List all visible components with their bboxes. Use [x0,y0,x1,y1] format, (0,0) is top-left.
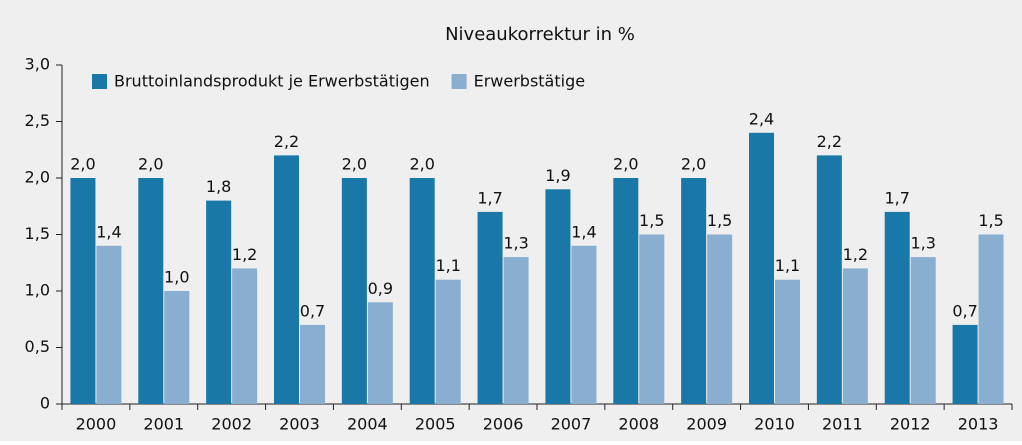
value-label: 2,0 [70,155,95,174]
bar [274,155,299,404]
x-tick-label: 2012 [890,415,931,434]
bar [681,178,707,404]
bar [884,211,910,404]
y-tick-label: 1,0 [25,281,50,300]
legend-label: Erwerbstätige [474,72,585,91]
x-tick-label: 2011 [822,415,863,434]
value-label: 1,5 [707,211,732,230]
bar [138,178,164,404]
x-tick-label: 2005 [415,415,456,434]
legend-label: Bruttoinlandsprodukt je Erwerbstätigen [114,72,430,91]
bar [613,178,639,404]
value-label: 2,2 [274,132,299,151]
bar [341,178,367,404]
bar [96,245,122,404]
bar [206,200,232,404]
bar [952,324,978,404]
x-tick-label: 2002 [211,415,252,434]
bar [639,234,665,404]
value-label: 1,1 [435,256,460,275]
bar [978,234,1004,404]
value-label: 2,0 [342,155,367,174]
bar [435,279,461,404]
bar [164,291,190,404]
legend-swatch [92,74,107,89]
bar [910,257,936,404]
value-label: 1,2 [843,245,868,264]
value-label: 2,0 [409,155,434,174]
bar [367,302,393,404]
value-label: 1,2 [232,245,257,264]
bar [545,189,571,404]
bar [775,279,800,404]
value-label: 1,7 [477,188,502,207]
legend-swatch [451,74,467,89]
value-label: 0,9 [368,279,393,298]
x-tick-label: 2006 [483,415,524,434]
value-label: 0,7 [300,301,325,320]
value-label: 1,5 [639,211,664,230]
chart-title: Niveaukorrektur in % [445,24,635,45]
value-label: 2,2 [817,132,842,151]
bar [571,245,597,404]
y-tick-label: 2,5 [25,111,50,130]
x-tick-label: 2009 [686,415,727,434]
value-label: 1,1 [775,256,800,275]
bar [503,257,529,404]
bar [816,155,842,404]
bar [70,178,96,404]
value-label: 1,4 [571,222,596,241]
value-label: 1,8 [206,177,231,196]
x-tick-label: 2004 [347,415,388,434]
x-tick-label: 2008 [618,415,659,434]
bar [477,211,503,404]
value-label: 2,0 [613,155,638,174]
value-label: 1,5 [978,211,1003,230]
value-label: 1,4 [96,222,121,241]
value-label: 2,0 [138,155,163,174]
x-tick-label: 2000 [76,415,117,434]
value-label: 1,7 [884,188,909,207]
y-tick-label: 0 [40,394,50,413]
x-tick-label: 2013 [958,415,999,434]
value-label: 2,0 [681,155,706,174]
value-label: 0,7 [952,301,977,320]
bar [749,132,774,405]
value-label: 1,0 [164,268,189,287]
x-tick-label: 2003 [279,415,320,434]
x-tick-label: 2001 [143,415,184,434]
value-label: 1,3 [503,234,528,253]
bar [842,268,868,404]
value-label: 1,9 [545,166,570,185]
y-tick-label: 1,5 [25,224,50,243]
y-tick-label: 2,0 [25,168,50,187]
bar [232,268,258,404]
bar [409,178,435,404]
x-tick-label: 2010 [754,415,795,434]
bar [300,324,325,404]
y-tick-label: 3,0 [25,55,50,74]
value-label: 2,4 [749,109,774,128]
y-tick-label: 0,5 [25,337,50,356]
x-tick-label: 2007 [551,415,592,434]
bar [707,234,733,404]
value-label: 1,3 [910,234,935,253]
